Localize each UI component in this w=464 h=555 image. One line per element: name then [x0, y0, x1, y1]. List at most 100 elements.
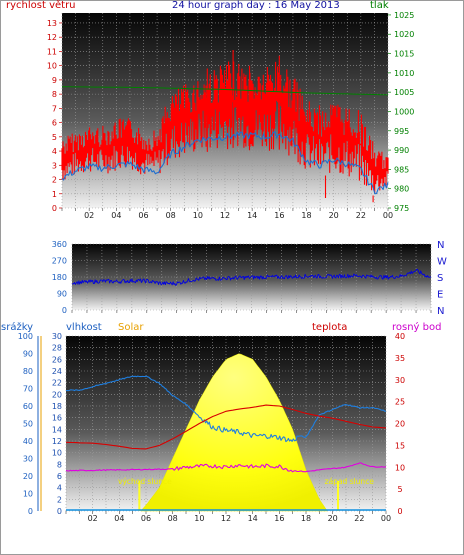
wind-plot-x-tick-label: 16 [274, 211, 284, 220]
direction-y-tick-label: 180 [52, 273, 67, 282]
pressure-y-tick-label: 1015 [394, 50, 414, 59]
climate-plot-x-tick-label: 04 [114, 514, 124, 523]
wind-y-tick-label: 8 [52, 90, 57, 99]
wind-plot-x-tick-label: 04 [111, 211, 121, 220]
temperature-line [65, 404, 387, 450]
wind-direction-line [71, 268, 432, 286]
solar-y-tick-label: 24 [52, 367, 62, 376]
solar-y-tick-label: 6 [57, 472, 62, 481]
wind-y-tick-label: 12 [47, 33, 57, 42]
climate-plot-x-tick-label: 12 [221, 514, 231, 523]
temperature-axis-label: teplota [312, 322, 348, 333]
pressure-y-tick-label: 990 [394, 146, 409, 155]
wind-y-tick-label: 3 [52, 161, 57, 170]
rain-y-tick-label: 30 [23, 455, 33, 464]
compass-label: E [437, 290, 443, 301]
climate-plot-x-tick-label: 16 [274, 514, 284, 523]
pressure-y-tick-label: 1000 [394, 107, 414, 116]
wind-plot-x-tick-label: 00 [383, 211, 393, 220]
pressure-y-tick-label: 1025 [394, 11, 414, 20]
compass-label: S [437, 273, 443, 284]
wind-plot-x-tick-label: 20 [329, 211, 339, 220]
temperature-y-tick-label: 15 [395, 441, 405, 450]
solar-y-tick-label: 20 [52, 390, 62, 399]
rain-y-tick-label: 40 [23, 437, 33, 446]
rain-y-tick-label: 20 [23, 472, 33, 481]
pressure-y-tick-label: 980 [394, 185, 409, 194]
wind-y-tick-label: 9 [52, 76, 57, 85]
wind-y-tick-label: 2 [52, 176, 57, 185]
rain-y-tick-label: 60 [23, 402, 33, 411]
solar-y-tick-label: 22 [52, 379, 62, 388]
climate-plot-x-tick-label: 22 [354, 514, 364, 523]
wind-plot-x-tick-label: 02 [84, 211, 94, 220]
wind-y-tick-label: 11 [47, 47, 57, 56]
wind-y-tick-label: 7 [52, 104, 57, 113]
wind-plot-x-tick-label: 18 [301, 211, 311, 220]
direction-y-tick-label: 90 [57, 290, 67, 299]
sunrise-label: východ slunce [118, 477, 172, 486]
pressure-y-tick-label: 995 [394, 127, 409, 136]
direction-y-tick-label: 360 [52, 240, 67, 249]
wind-y-tick-label: 6 [52, 119, 57, 128]
rain-y-tick-label: 100 [18, 332, 33, 341]
wind-y-tick-label: 0 [52, 204, 57, 213]
direction-y-tick-label: 270 [52, 257, 67, 266]
solar-label: Solar [118, 322, 144, 333]
pressure-line [62, 86, 389, 96]
solar-y-tick-label: 28 [52, 344, 62, 353]
temperature-y-tick-label: 10 [395, 463, 405, 472]
climate-plot-x-tick-label: 06 [141, 514, 151, 523]
pressure-y-tick-label: 1020 [394, 30, 414, 39]
climate-plot-x-tick-label: 18 [301, 514, 311, 523]
temperature-y-tick-label: 30 [395, 376, 405, 385]
wind-y-tick-label: 5 [52, 133, 57, 142]
pressure-y-tick-label: 1010 [394, 69, 414, 78]
wind-average-line [61, 131, 389, 195]
pressure-y-tick-label: 975 [394, 204, 409, 213]
compass-label: W [437, 257, 447, 268]
climate-plot-x-tick-label: 14 [248, 514, 258, 523]
compass-label: N [437, 240, 444, 251]
solar-y-tick-label: 16 [52, 414, 62, 423]
wind-speed-axis-label: rychlost větru [6, 0, 76, 11]
temperature-y-tick-label: 25 [395, 398, 405, 407]
pressure-y-tick-label: 1005 [394, 88, 414, 97]
direction-y-tick-label: 0 [62, 306, 67, 315]
solar-y-tick-label: 2 [57, 495, 62, 504]
rain-y-tick-label: 50 [23, 420, 33, 429]
wind-y-tick-label: 13 [47, 19, 57, 28]
wind-plot-x-tick-label: 06 [138, 211, 148, 220]
rain-y-tick-label: 90 [23, 350, 33, 359]
humidity-axis-label: vlhkost [66, 322, 102, 333]
wind-plot-x-tick-label: 12 [220, 211, 230, 220]
wind-y-tick-label: 10 [47, 62, 57, 71]
climate-plot-x-tick-label: 02 [88, 514, 98, 523]
humidity-line [66, 375, 387, 443]
sunset-label: západ slunce [325, 477, 375, 486]
compass-label: N [437, 306, 444, 317]
wind-y-tick-label: 1 [52, 190, 57, 199]
rain-y-tick-label: 10 [23, 490, 33, 499]
pressure-y-tick-label: 985 [394, 165, 409, 174]
solar-y-tick-label: 10 [52, 449, 62, 458]
temperature-y-tick-label: 40 [395, 332, 405, 341]
climate-plot-x-tick-label: 08 [168, 514, 178, 523]
dew-point-label: rosný bod [392, 322, 442, 333]
solar-y-tick-label: 14 [52, 425, 62, 434]
solar-y-tick-label: 12 [52, 437, 62, 446]
wind-gust-spikes [206, 50, 374, 203]
climate-plot-x-tick-label: 00 [381, 514, 391, 523]
solar-y-tick-label: 18 [52, 402, 62, 411]
climate-plot-x-tick-label: 10 [194, 514, 204, 523]
solar-y-tick-label: 30 [52, 332, 62, 341]
wind-plot-x-tick-label: 10 [193, 211, 203, 220]
temperature-y-tick-label: 5 [397, 485, 402, 494]
rain-y-tick-label: 0 [28, 507, 33, 516]
rain-axis-label: srážky [1, 322, 34, 333]
wind-plot-x-tick-label: 22 [356, 211, 366, 220]
rain-y-tick-label: 70 [23, 385, 33, 394]
solar-y-tick-label: 8 [57, 460, 62, 469]
temperature-y-tick-label: 0 [397, 507, 402, 516]
